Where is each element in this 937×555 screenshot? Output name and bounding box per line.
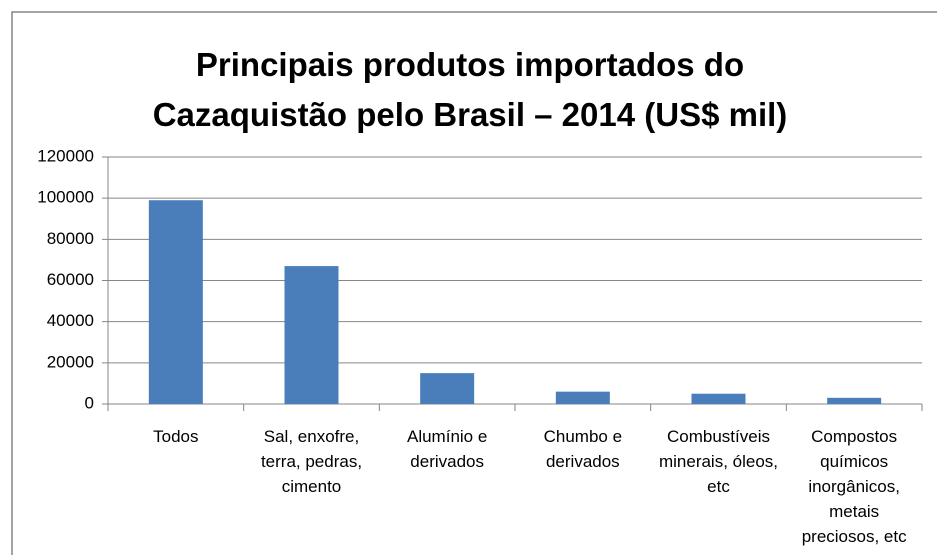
bar — [284, 266, 339, 404]
y-tick-label: 20000 — [47, 352, 94, 371]
bar — [827, 397, 882, 404]
bar — [148, 200, 203, 404]
y-tick-label: 100000 — [37, 188, 94, 207]
bar — [420, 373, 475, 404]
chart-frame — [11, 11, 937, 555]
bar — [555, 391, 610, 404]
y-tick-label: 0 — [85, 393, 94, 412]
bar — [691, 393, 746, 404]
y-tick-label: 80000 — [47, 229, 94, 248]
x-tick-label: Sal, enxofre, terra, pedras, cimento — [260, 427, 363, 496]
y-tick-label: 60000 — [47, 270, 94, 289]
y-tick-label: 40000 — [47, 311, 94, 330]
x-tick-label: Todos — [153, 427, 199, 446]
chart-title: Principais produtos importados do Cazaqu… — [152, 46, 788, 133]
x-tick-label: Chumbo e derivados — [543, 427, 623, 471]
x-tick-label: Combustíveis minerais, óleos, etc — [658, 427, 779, 496]
y-tick-label: 120000 — [37, 146, 94, 165]
x-tick-label: Alumínio e derivados — [406, 427, 488, 471]
x-tick-label: Compostos químicos inorgânicos, metais p… — [801, 427, 907, 546]
